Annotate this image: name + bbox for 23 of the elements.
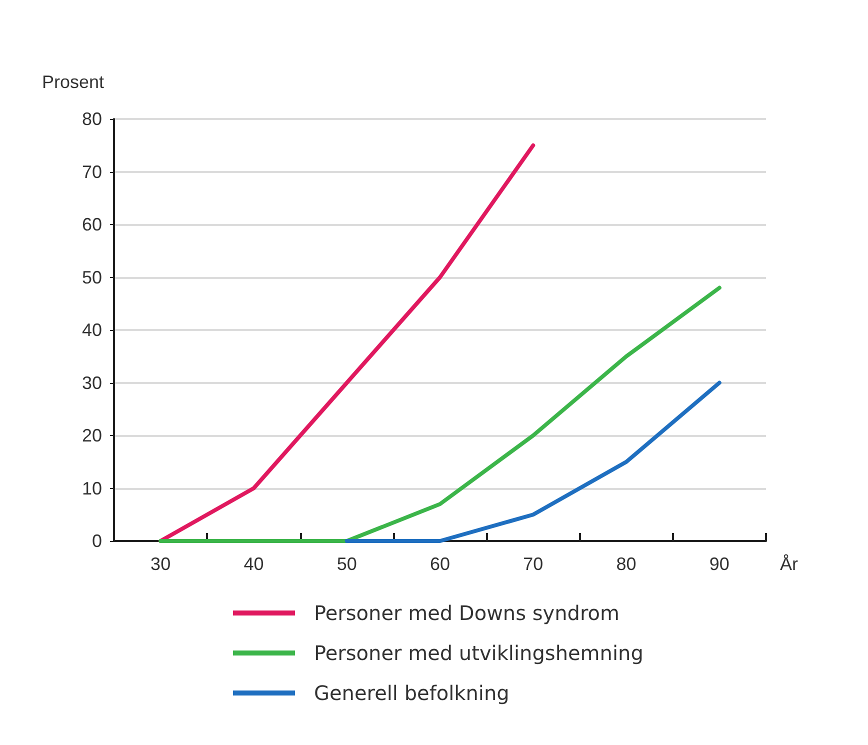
x-tick-label: 30: [150, 554, 171, 574]
y-tick-label: 40: [82, 320, 102, 340]
legend-label: Generell befolkning: [314, 681, 510, 705]
x-tick-label: 60: [430, 554, 450, 574]
y-tick-label: 70: [82, 162, 102, 182]
y-tick-label: 10: [82, 478, 102, 498]
y-tick-label: 50: [82, 267, 102, 288]
y-tick-label: 60: [82, 214, 102, 234]
y-tick-label: 30: [82, 372, 102, 393]
y-axis-title: Prosent: [42, 72, 104, 92]
x-tick-label: 90: [709, 554, 730, 574]
y-tick-label: 0: [92, 531, 102, 551]
y-tick-label: 20: [82, 426, 102, 446]
x-tick-label: 40: [244, 554, 264, 574]
legend-label: Personer med Downs syndrom: [314, 601, 620, 625]
y-tick-label: 80: [82, 109, 102, 129]
line-series: [344, 380, 722, 543]
x-tick-label: 80: [616, 554, 636, 574]
x-tick-label: 50: [336, 554, 357, 574]
legend-label: Personer med utviklingshemning: [314, 641, 644, 665]
line-series: [158, 286, 722, 543]
x-tick-label: 70: [523, 554, 544, 574]
x-axis-title: År: [780, 554, 798, 574]
